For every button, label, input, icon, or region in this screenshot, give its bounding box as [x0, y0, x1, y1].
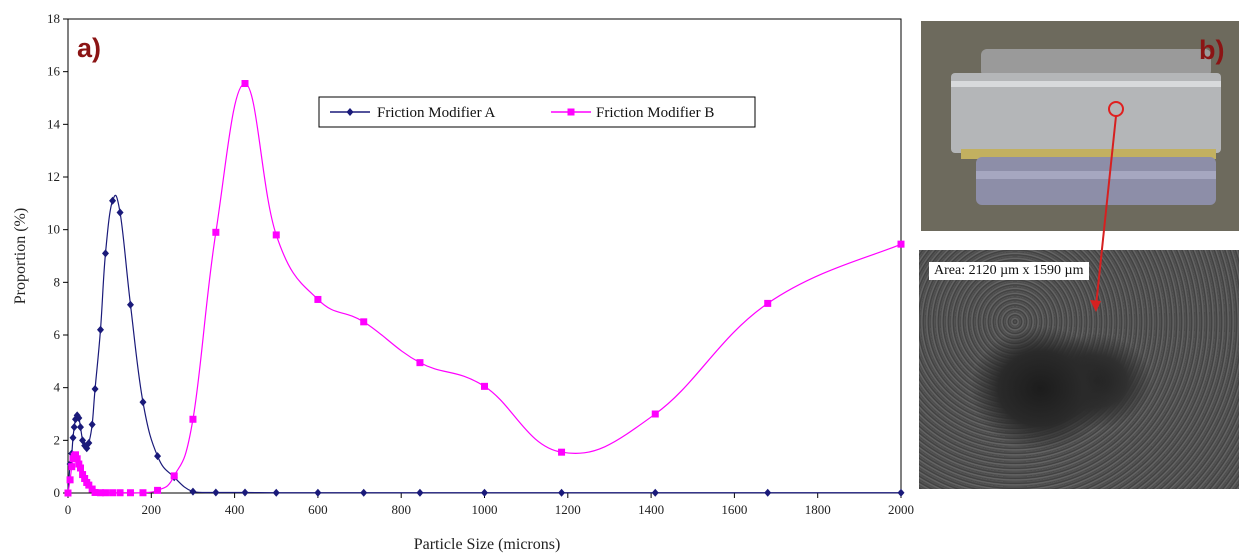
x-tick-label: 0 — [65, 502, 72, 517]
data-point-a — [88, 420, 96, 429]
data-point-a — [85, 438, 93, 447]
data-point-a — [481, 488, 488, 497]
data-point-a — [75, 413, 83, 422]
data-point-legend-a — [346, 108, 354, 116]
y-tick-label: 0 — [54, 485, 61, 500]
data-point-b — [139, 489, 147, 497]
data-point-a — [101, 249, 109, 258]
data-point-b — [66, 476, 74, 484]
panel-a-label: a) — [77, 33, 101, 63]
data-point-a — [109, 196, 117, 205]
y-tick-label: 4 — [54, 380, 61, 395]
legend-label: Friction Modifier A — [377, 105, 495, 121]
data-point-a — [189, 487, 197, 496]
data-point-b — [416, 359, 424, 367]
axes: 0 2 4 6 8 10 12 14 16 18 0 200 400 600 800 1000 1200 1400… — [47, 11, 914, 517]
data-point-b — [68, 463, 76, 471]
data-point-b — [170, 472, 178, 480]
data-point-b — [764, 299, 772, 307]
x-axis-title: Particle Size (microns) — [414, 536, 561, 553]
data-point-a — [70, 423, 78, 432]
data-point-b — [85, 481, 93, 489]
y-tick-label: 8 — [54, 274, 61, 289]
y-tick-label: 14 — [47, 116, 61, 131]
data-point-b — [76, 464, 84, 472]
data-point-b — [189, 415, 197, 423]
data-point-b — [81, 475, 89, 483]
series-b — [64, 80, 905, 497]
series-line-b — [67, 82, 902, 494]
y-tick-label: 10 — [47, 222, 60, 237]
data-point-a — [116, 208, 124, 217]
data-point-a — [212, 488, 220, 497]
data-point-b — [73, 455, 81, 463]
data-point-a — [96, 325, 104, 334]
data-point-a — [272, 488, 280, 497]
wear-scar-micrograph — [919, 250, 1239, 489]
data-point-a — [314, 488, 322, 497]
data-point-a — [897, 488, 905, 497]
data-point-b — [79, 471, 87, 479]
series-a — [64, 194, 905, 497]
x-tick-label: 1400 — [638, 502, 664, 517]
data-point-b — [126, 489, 134, 497]
data-point-legend-b — [567, 108, 575, 116]
y-tick-label: 18 — [47, 11, 60, 26]
y-tick-label: 16 — [47, 64, 61, 79]
data-point-a — [241, 488, 249, 497]
legend: Friction Modifier A Friction Modifier B — [318, 96, 756, 128]
data-point-a — [154, 452, 162, 461]
data-point-b — [481, 382, 488, 390]
data-point-b — [75, 460, 83, 468]
data-point-b — [101, 489, 109, 497]
x-tick-label: 200 — [142, 502, 162, 517]
x-tick-label: 600 — [308, 502, 328, 517]
data-point-a — [69, 433, 77, 442]
data-point-b — [272, 231, 280, 239]
x-tick-label: 400 — [225, 502, 245, 517]
series-line-a — [67, 194, 901, 494]
x-tick-label: 1000 — [472, 502, 498, 517]
x-tick-label: 1800 — [805, 502, 831, 517]
legend-box — [318, 96, 756, 128]
data-point-b — [651, 410, 659, 418]
y-tick-label: 12 — [47, 169, 60, 184]
data-point-b — [91, 488, 99, 496]
data-point-b — [116, 489, 124, 497]
x-tick-label: 1200 — [555, 502, 581, 517]
y-axis-title: Proportion (%) — [12, 208, 29, 304]
data-point-a — [416, 488, 424, 497]
data-point-a — [91, 384, 99, 393]
y-tick-label: 6 — [54, 327, 61, 342]
data-point-a — [558, 488, 566, 497]
bearing-ring-photo — [921, 21, 1239, 231]
data-point-a — [360, 488, 368, 497]
data-point-a — [651, 488, 659, 497]
data-point-a — [126, 300, 134, 309]
data-point-b — [212, 228, 220, 236]
data-point-b — [96, 489, 104, 497]
legend-label: Friction Modifier B — [596, 105, 714, 121]
data-point-b — [314, 295, 322, 303]
x-tick-label: 800 — [391, 502, 411, 517]
series-layer — [64, 80, 905, 497]
data-point-b — [241, 80, 249, 88]
y-tick-label: 2 — [54, 432, 61, 447]
data-point-b — [154, 486, 162, 494]
area-label: Area: 2120 µm x 1590 µm — [929, 262, 1089, 280]
data-point-b — [71, 451, 79, 459]
data-point-b — [109, 489, 117, 497]
data-point-b — [897, 240, 905, 248]
x-tick-label: 1600 — [721, 502, 747, 517]
x-tick-label: 2000 — [888, 502, 914, 517]
data-point-a — [764, 488, 772, 497]
data-point-a — [76, 423, 84, 432]
data-point-b — [558, 448, 566, 456]
data-point-a — [139, 398, 147, 407]
data-point-b — [360, 318, 368, 326]
data-point-b — [64, 489, 72, 497]
